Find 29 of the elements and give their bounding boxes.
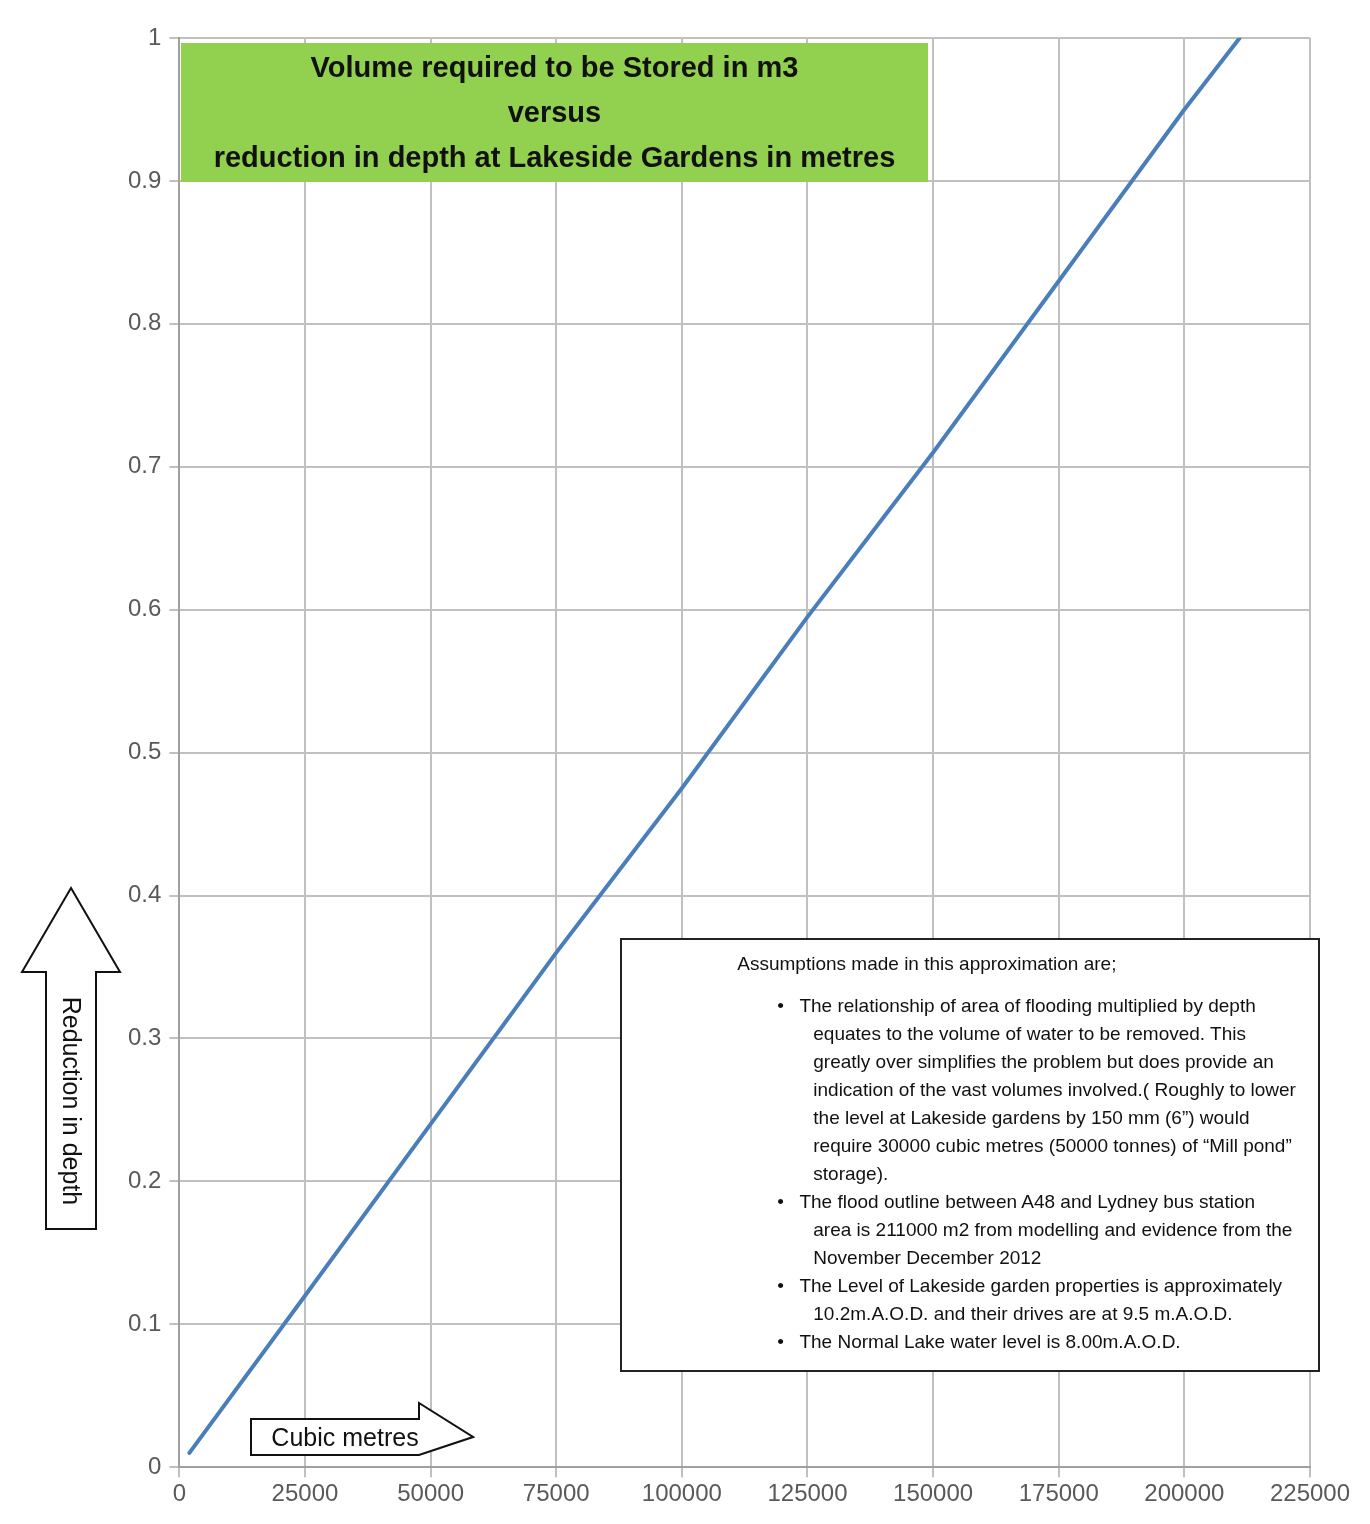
x-tick-label: 200000 [1144, 1479, 1225, 1507]
y-tick-label: 0.4 [127, 880, 162, 908]
x-tick-label: 0 [172, 1479, 187, 1507]
y-tick-label: 0.3 [127, 1023, 162, 1051]
x-tick-label: 150000 [893, 1479, 974, 1507]
text: Volume required to be Stored in m3 versus reduction in depth at Lakeside Gardens in metres [181, 43, 928, 182]
y-tick-label: 0.1 [127, 1308, 162, 1336]
annotation: Assumptions made in this approximation are; [736, 952, 1118, 977]
x-tick-label: 100000 [641, 1479, 722, 1507]
y-tick-label: 0.9 [127, 165, 162, 193]
annotation: • The flood outline between A48 and Lydney bus station area is 211000 m2 from modelling and evidence from the November December 2012 [777, 1190, 1294, 1271]
x-tick-label: 75000 [522, 1479, 590, 1507]
x-tick-label: 175000 [1018, 1479, 1099, 1507]
x-tick-label: 225000 [1269, 1479, 1351, 1507]
y-tick-label: 0.8 [127, 308, 162, 336]
annotation: • The Level of Lakeside garden properties is approximately 10.2m.A.O.D. and their drives are at 9.5 m.A.O.D. [777, 1274, 1284, 1327]
y-tick-label: 0.5 [127, 737, 162, 765]
x-axis-title: Cubic metres [271, 1423, 419, 1453]
x-tick-label: 50000 [397, 1479, 464, 1507]
y-axis-title: Reduction in depth [56, 996, 86, 1205]
y-tick-label: 0.6 [127, 594, 162, 622]
annotation: • The Normal Lake water level is 8.00m.A.O.D. [777, 1330, 1182, 1355]
x-tick-label: 25000 [271, 1479, 339, 1507]
annotation: • The relationship of area of flooding multiplied by depth equates to the volume of water to be removed. This greatly over simplifies the problem but does provide an indication of the vast volumes involved.( Roughly to lower the level at Lakeside gardens by 150 mm (6”) would require 30000 cubic metres (50000 tonnes) of “Mill pond” storage). [777, 994, 1297, 1187]
y-tick-label: 0.7 [127, 451, 162, 479]
y-tick-label: 0 [148, 1451, 162, 1479]
y-tick-label: 1 [148, 22, 162, 50]
y-tick-label: 0.2 [127, 1165, 162, 1193]
x-tick-label: 125000 [767, 1479, 848, 1507]
